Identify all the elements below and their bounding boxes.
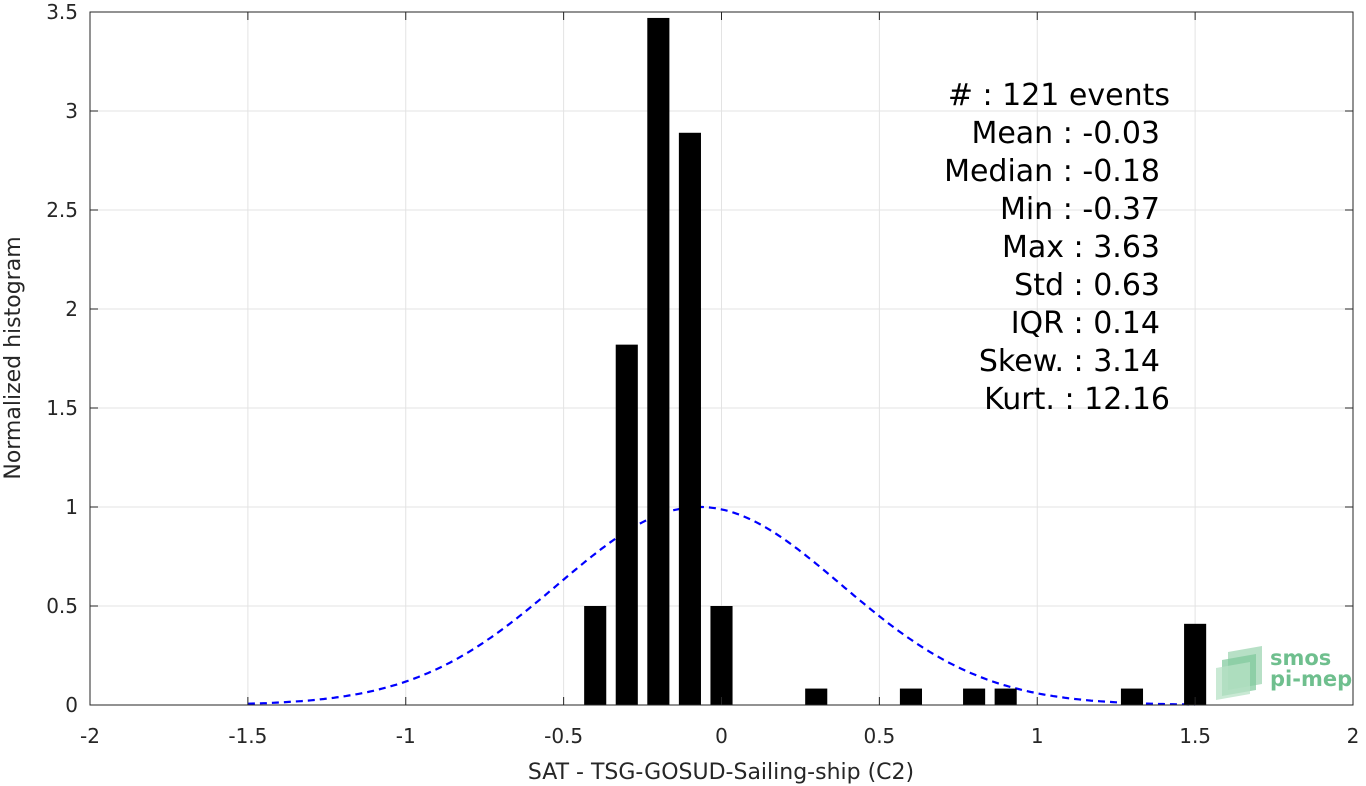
histogram-bar xyxy=(805,688,828,705)
histogram-bar xyxy=(963,688,986,705)
stats-line: # : 121 events xyxy=(948,78,1170,113)
gaussian-fit-curve xyxy=(247,505,1196,706)
x-tick-label: 0 xyxy=(715,724,728,748)
x-tick-label: 1 xyxy=(1031,724,1044,748)
y-tick-label: 1 xyxy=(65,495,78,519)
y-tick-label: 1.5 xyxy=(46,396,78,420)
y-axis-label: Normalized histogram xyxy=(1,236,26,479)
ticks xyxy=(89,11,1354,706)
stats-line: Max : 3.63 xyxy=(1002,230,1160,265)
x-axis-label: SAT - TSG-GOSUD-Sailing-ship (C2) xyxy=(528,760,914,785)
grid xyxy=(89,11,1354,706)
logo-text-pi-mep: pi-mep xyxy=(1270,667,1352,691)
stats-line: Std : 0.63 xyxy=(1014,268,1160,303)
histogram-bar xyxy=(615,344,638,705)
x-tick-label: 2 xyxy=(1347,724,1360,748)
histogram-bar xyxy=(1120,688,1144,705)
logo-text-smos: smos xyxy=(1270,646,1331,670)
x-tick-labels: -2 -1.5 -1 -0.5 0 0.5 1 1.5 2 xyxy=(80,724,1359,748)
y-tick-label: 3 xyxy=(65,99,78,123)
stats-line: Min : -0.37 xyxy=(1000,192,1160,227)
stats-line: Kurt. : 12.16 xyxy=(984,382,1170,417)
histogram-bar xyxy=(1184,623,1207,705)
stats-line: IQR : 0.14 xyxy=(1011,306,1160,341)
stats-line: Median : -0.18 xyxy=(944,154,1160,189)
histogram-bar xyxy=(710,606,733,705)
y-tick-label: 0 xyxy=(65,693,78,717)
histogram-bar xyxy=(899,688,923,705)
fit-curve-layer xyxy=(247,505,1196,706)
y-tick-labels: 0 0.5 1 1.5 2 2.5 3 3.5 xyxy=(46,0,78,717)
histogram-bar xyxy=(647,17,670,705)
y-tick-label: 2 xyxy=(65,297,78,321)
histogram-bar xyxy=(678,132,701,705)
x-tick-label: 1.5 xyxy=(1179,724,1211,748)
x-tick-label: -0.5 xyxy=(544,724,583,748)
histogram-bar xyxy=(994,688,1017,705)
bars xyxy=(584,17,1207,705)
x-tick-label: -1 xyxy=(396,724,416,748)
x-tick-label: 0.5 xyxy=(863,724,895,748)
x-tick-label: -2 xyxy=(80,724,100,748)
x-tick-label: -1.5 xyxy=(228,724,267,748)
y-tick-label: 2.5 xyxy=(46,198,78,222)
y-tick-label: 0.5 xyxy=(46,594,78,618)
stats-line: Skew. : 3.14 xyxy=(979,344,1160,379)
stats-line: Mean : -0.03 xyxy=(971,116,1160,151)
logo-wave-icon xyxy=(1216,646,1262,700)
histogram-bar xyxy=(584,606,607,705)
smos-pi-mep-logo: smos pi-mep xyxy=(1216,646,1352,700)
y-tick-label: 3.5 xyxy=(46,0,78,24)
